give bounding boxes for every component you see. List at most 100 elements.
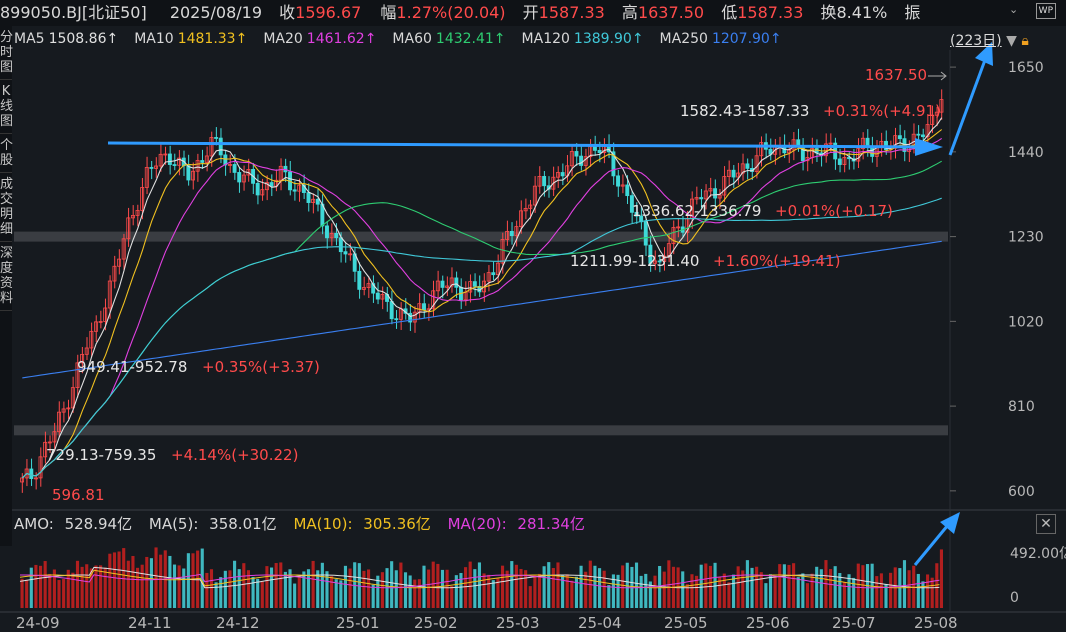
x-tick-25-03: 25-03 (496, 614, 540, 632)
candle-body (61, 408, 66, 413)
candle-body (334, 232, 339, 239)
volume-bar (149, 558, 153, 608)
candle-body (408, 312, 413, 323)
volume-bar (699, 564, 703, 608)
volume-bar (755, 566, 759, 608)
volume-bar (690, 574, 694, 608)
volume-bar (228, 570, 232, 608)
candle-body (218, 137, 223, 156)
candle-body (532, 185, 537, 206)
candle-body (717, 194, 722, 199)
volume-bar (778, 564, 782, 608)
volume-bar (390, 561, 394, 608)
annotation-price-4: 949.41-952.78 (77, 358, 187, 376)
volume-bar (542, 566, 546, 608)
volume-bar (537, 573, 542, 608)
candle-body (297, 184, 302, 192)
side-tab-4[interactable]: 深度资料 (0, 242, 13, 311)
volume-bar (926, 574, 930, 608)
volume-bar (191, 553, 195, 608)
volume-bar (745, 560, 749, 608)
index-code[interactable]: 899050.BJ[北证50] (0, 3, 147, 22)
volume-bar (889, 572, 893, 608)
x-tick-24-12: 24-12 (216, 614, 260, 632)
annotation-pct-1: +0.31%(+4.91) (823, 102, 941, 120)
volume-bar (293, 583, 297, 608)
side-tab-0[interactable]: 分时图 (0, 26, 13, 80)
candle-body (269, 182, 274, 187)
volume-bar (907, 570, 911, 608)
close-icon[interactable]: ✕ (1036, 514, 1056, 534)
triangle-down-icon[interactable]: ▼ (1006, 33, 1017, 49)
days-selector[interactable]: (223日) ▼ 🔒︎ (950, 30, 1029, 50)
turnover-label: 换 (820, 3, 837, 22)
candle-body (144, 167, 149, 188)
candle-body (921, 134, 925, 138)
volume-bar (431, 561, 435, 608)
candle-body (930, 114, 935, 125)
volume-bar (274, 563, 278, 608)
y-tick-1440: 1440 (1008, 145, 1044, 161)
volume-bar (750, 567, 754, 608)
candle-body (172, 164, 177, 166)
x-tick-25-01: 25-01 (336, 614, 380, 632)
candle-body (722, 176, 727, 196)
open-value: 1587.33 (538, 3, 605, 22)
side-tab-2[interactable]: 个股 (0, 134, 13, 173)
candle-body (939, 99, 944, 113)
x-tick-25-05: 25-05 (664, 614, 708, 632)
candle-body (671, 227, 676, 245)
volume-bar (103, 567, 107, 608)
candle-body (505, 230, 510, 240)
ma120-line (21, 197, 942, 479)
low-value: 1587.33 (737, 3, 804, 22)
candle-body (315, 198, 320, 205)
wp-icon[interactable]: WP (1035, 3, 1056, 19)
volume-bar (320, 562, 324, 608)
candle-body (454, 277, 459, 288)
candle-body (75, 362, 80, 389)
volume-bar (487, 574, 491, 608)
lock-icon[interactable]: 🔒︎ (1021, 33, 1029, 49)
candle-body (329, 232, 334, 239)
candle-body (343, 251, 348, 255)
volume-bar (616, 574, 620, 608)
volume-bar (524, 570, 528, 608)
volume-ma-line (19, 569, 940, 589)
volume-bar (810, 573, 814, 608)
annotation-price-2: 1336.62-1336.79 (632, 202, 761, 220)
volume-bar (939, 549, 943, 608)
volume-bar (122, 548, 126, 608)
ma-legend-item-ma250: MA250 1207.90↑ (659, 31, 782, 47)
low-label: 低 (721, 3, 738, 22)
candle-body (574, 151, 579, 157)
volume-bar (468, 561, 472, 608)
chevron-down-icon[interactable]: ⌄ (1008, 3, 1019, 16)
volume-bar (454, 575, 458, 608)
volume-bar (805, 583, 810, 608)
volume-legend: AMO: 528.94亿 MA(5): 358.01亿 MA(10): 305.… (14, 514, 597, 534)
side-tab-3[interactable]: 成交明细 (0, 173, 13, 242)
candle-body (380, 294, 385, 300)
volume-bar (186, 553, 190, 608)
candle-body (348, 253, 353, 256)
volume-bar (367, 569, 371, 608)
volume-bar (533, 574, 537, 608)
ma5-line (21, 117, 943, 479)
volume-bar (311, 560, 315, 608)
volume-bar (209, 569, 214, 608)
candle-body (66, 407, 71, 410)
candle-body (472, 281, 477, 287)
candle-body (440, 280, 445, 288)
volume-bar (75, 560, 80, 608)
volume-bar (371, 584, 375, 608)
candle-body (200, 160, 205, 163)
candle-body (38, 456, 43, 479)
candle-body (306, 192, 311, 203)
volume-axis-top: 492.00亿 (1010, 546, 1066, 562)
volume-bar (829, 569, 833, 608)
candle-body (154, 165, 158, 169)
toolbar-icons: ⌄ WP (1009, 3, 1056, 19)
